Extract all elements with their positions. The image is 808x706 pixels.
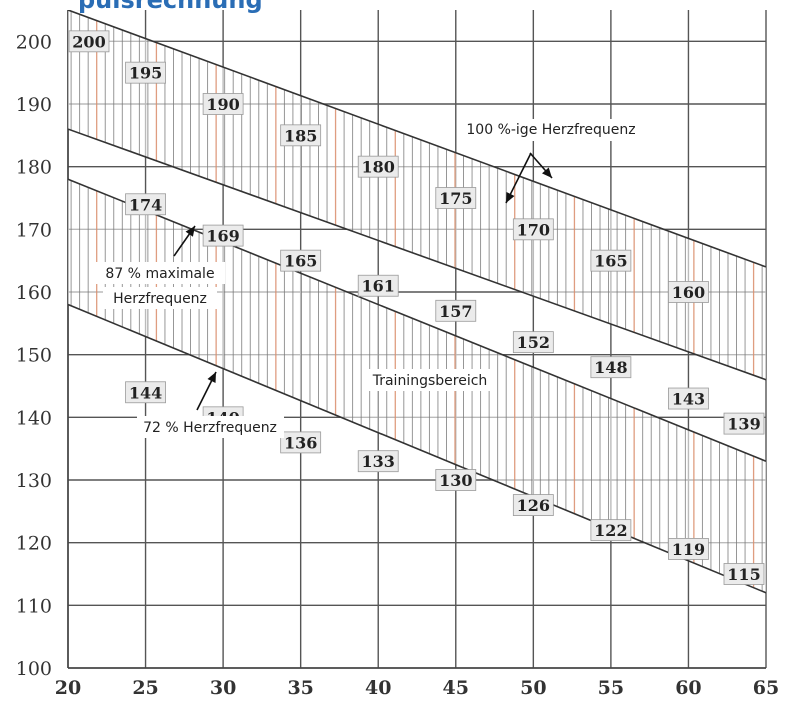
- value-label-box: [435, 299, 477, 322]
- value-label-box: [202, 224, 244, 247]
- y-tick-label: 150: [16, 345, 52, 367]
- value-label-box: [280, 431, 322, 454]
- value-label-box: [280, 249, 322, 272]
- value-labels: 2001951901851801751701651601741691651611…: [68, 30, 765, 585]
- x-tick-label: 55: [598, 677, 624, 699]
- value-label-box: [357, 274, 399, 297]
- band-upper-edge: [68, 10, 766, 268]
- value-label-box: [590, 519, 632, 542]
- x-tick-label: 50: [520, 677, 546, 699]
- value-label-box: [668, 538, 709, 560]
- annotation-arrowhead: [541, 167, 552, 178]
- value-label: 133: [362, 452, 395, 471]
- value-label: 139: [727, 415, 760, 434]
- y-tick-label: 120: [16, 533, 52, 555]
- annotation-backing: [366, 369, 494, 391]
- annotation-text: 100 %-ige Herzfrequenz: [466, 122, 635, 138]
- annotation-text: Trainingsbereich: [372, 373, 488, 389]
- value-label-box: [125, 61, 166, 84]
- band-upper-edge: [68, 178, 766, 462]
- x-tick-label: 45: [443, 677, 469, 699]
- value-label-box: [723, 563, 765, 585]
- annotation-text: Herzfrequenz: [113, 291, 207, 307]
- y-tick-label: 180: [16, 157, 52, 179]
- value-label: 144: [129, 383, 162, 402]
- value-label: 122: [594, 521, 627, 540]
- annotation-backing: [103, 287, 217, 309]
- axis-ticks: 100 110 120 130 140 150 160 170 180 190 200 20 25 30 3…: [16, 31, 779, 699]
- y-tick-label: 170: [16, 219, 52, 241]
- value-label: 115: [727, 565, 760, 584]
- value-label: 165: [594, 252, 627, 271]
- value-label-box: [435, 187, 477, 209]
- value-label-box: [125, 381, 166, 404]
- y-tick-label: 200: [16, 31, 52, 53]
- value-label: 174: [129, 195, 162, 214]
- x-tick-label: 25: [132, 677, 158, 699]
- annotation-text: 72 % Herzfrequenz: [143, 420, 277, 436]
- value-label: 169: [206, 227, 239, 246]
- annotation-arrowhead: [185, 226, 195, 237]
- x-tick-label: 20: [55, 677, 81, 699]
- value-label-box: [68, 30, 110, 53]
- value-label-box: [668, 281, 709, 303]
- y-tick-label: 110: [16, 595, 52, 617]
- value-label: 130: [439, 471, 472, 490]
- y-tick-label: 140: [16, 407, 52, 429]
- value-label-box: [512, 331, 554, 354]
- value-label-box: [357, 450, 399, 473]
- value-label-box: [590, 249, 632, 272]
- value-label: 148: [594, 358, 627, 377]
- value-label: 200: [72, 32, 105, 51]
- annotation-arrowhead: [506, 192, 515, 203]
- value-label: 119: [672, 540, 705, 559]
- value-label: 190: [206, 95, 239, 114]
- x-tick-label: 65: [753, 677, 779, 699]
- x-tick-label: 35: [287, 677, 313, 699]
- value-label-box: [512, 218, 554, 241]
- annotation-backing: [470, 119, 633, 141]
- y-tick-label: 160: [16, 282, 52, 304]
- annotation-text: 87 % maximale: [105, 266, 214, 282]
- y-tick-label: 190: [16, 94, 52, 116]
- value-label-box: [202, 93, 244, 115]
- value-label: 160: [672, 283, 705, 302]
- value-label: 143: [672, 390, 705, 409]
- x-tick-label: 30: [210, 677, 236, 699]
- value-label-box: [590, 356, 632, 379]
- y-tick-label: 130: [16, 470, 52, 492]
- value-label: 126: [517, 496, 550, 515]
- value-label-box: [723, 412, 765, 435]
- value-label: 185: [284, 126, 317, 145]
- value-label: 170: [517, 220, 550, 239]
- value-label-box: [512, 494, 554, 516]
- value-label-box: [668, 387, 709, 410]
- band-edges: [68, 10, 766, 594]
- value-label-box: [357, 155, 399, 178]
- value-label: 165: [284, 252, 317, 271]
- x-tick-label: 60: [675, 677, 701, 699]
- value-label: 175: [439, 189, 472, 208]
- page-title: pulsrechnung: [78, 0, 263, 14]
- value-label: 136: [284, 433, 317, 452]
- value-label: 152: [517, 333, 550, 352]
- annotation-backing: [137, 416, 284, 438]
- annotation-backing: [95, 262, 225, 284]
- annotation-arrowhead: [207, 372, 216, 383]
- value-label: 180: [362, 158, 395, 177]
- value-label: 195: [129, 64, 162, 83]
- x-tick-label: 40: [365, 677, 391, 699]
- value-label-box: [125, 193, 166, 216]
- band-lower-edge: [68, 128, 766, 381]
- value-label-box: [280, 124, 322, 147]
- value-label-box: [435, 469, 477, 491]
- band-lower-edge: [68, 303, 766, 594]
- y-tick-label: 100: [16, 658, 52, 680]
- value-label: 157: [439, 302, 472, 321]
- annotations: 100 %-ige Herzfrequenz 87 % maximale Herzf…: [95, 119, 636, 438]
- value-label: 161: [362, 277, 395, 296]
